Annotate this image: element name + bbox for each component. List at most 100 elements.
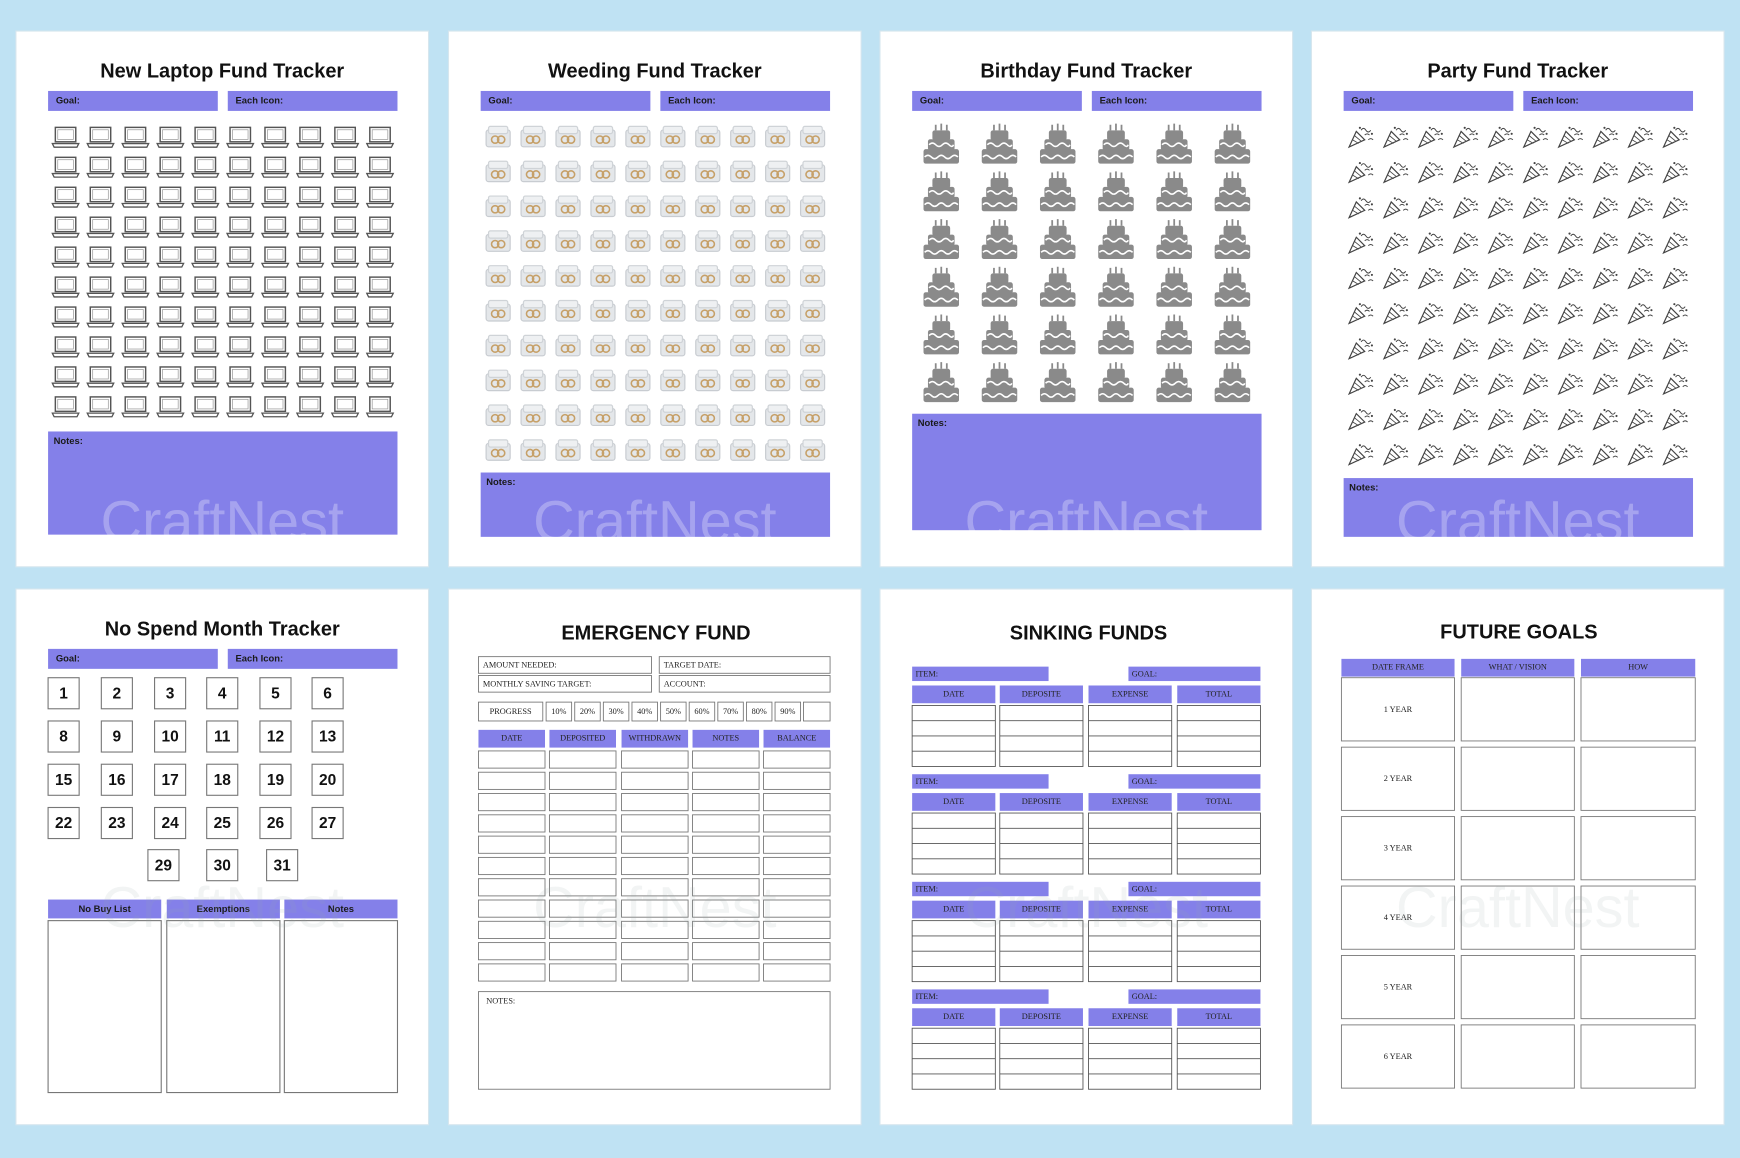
day-number: 27 [319,815,336,832]
notes-box [912,413,1262,531]
tracker-icon [764,230,791,253]
progress-box [478,701,544,722]
entry-cell [763,856,831,876]
day-number: 24 [161,815,179,832]
column-header [692,729,760,748]
entry-cell [478,899,546,918]
tracker-icon [659,369,686,392]
column-label: DATE [943,1012,964,1021]
page-title: New Laptop Fund Tracker [100,60,344,82]
entry-cell [763,771,831,790]
each-icon-bar [660,90,831,111]
tracker-icon [590,264,616,288]
watermark: CraftNest [533,876,777,940]
entry-cell [548,942,617,961]
column-header [999,1008,1083,1027]
column-label: DATE [943,904,964,913]
goal-cell [1580,816,1696,881]
entry-cell [763,793,831,812]
column-label: DEPOSITE [1022,689,1061,698]
each-icon-label: Each Icon: [1531,94,1579,105]
day-number: 17 [161,772,178,789]
day-box [154,677,187,710]
day-number: 3 [166,685,175,702]
tracker-icon [659,438,686,462]
goal-label: Goal: [920,94,944,105]
column-header [1088,1008,1172,1027]
column-header [1088,900,1172,919]
tracker-icon [555,334,581,357]
watermark: CraftNest [533,490,777,554]
column-label: DATE FRAME [1372,663,1424,672]
day-number: 12 [267,729,285,746]
percent-box [602,701,630,722]
field-label: TARGET DATE: [664,660,721,669]
day-box [206,849,239,882]
entry-cell [621,920,689,939]
day-number: 31 [273,857,291,874]
percent-box [717,701,744,722]
entry-cell [692,899,760,918]
entry-cell [621,856,689,876]
column-header [1177,1008,1261,1027]
day-number: 10 [161,729,178,746]
percent-box [745,701,773,722]
tracker-icon [764,299,791,322]
tracker-icon [590,369,616,392]
goal-cell [1460,746,1575,811]
tracker-icon [590,404,616,427]
notes-label: Notes: [486,476,515,487]
list-box [283,920,399,1094]
goal-cell [1340,955,1455,1020]
entry-cell [478,771,546,790]
goal-cell [1340,816,1455,881]
day-box [311,806,344,840]
day-number: 25 [214,815,232,832]
list-header [48,899,162,919]
percent-box [660,701,687,722]
tracker-icon [485,438,512,462]
column-header [1177,900,1261,919]
list-label: Exemptions [197,903,250,914]
page-title: Birthday Fund Tracker [980,60,1192,82]
list-label: No Buy List [79,903,132,914]
day-box [259,677,292,710]
tracker-icon [764,334,791,357]
tracker-icon [625,369,651,392]
column-label: DEPOSITED [560,734,605,743]
tracker-icon [555,369,581,392]
column-label: DATE [501,734,522,743]
column-label: WITHDRAWN [629,734,681,743]
field-label: MONTHLY SAVING TARGET: [483,679,592,688]
tracker-icon [694,264,721,288]
column-label: DEPOSITE [1022,1012,1061,1021]
tracker-icon [590,195,616,218]
tracker-icon [799,160,826,183]
day-box [47,763,80,796]
notes-box [478,991,831,1090]
percent-label: 70% [723,707,738,716]
tracker-icon [485,125,512,148]
day-box [100,763,133,796]
day-number: 6 [323,685,332,702]
entry-cell [548,793,617,812]
column-header [1088,685,1172,704]
column-header [1177,793,1261,811]
column-label: WHAT / VISION [1489,663,1547,672]
tracker-icon [555,404,581,427]
page-title: EMERGENCY FUND [561,623,750,645]
day-box [47,677,80,710]
percent-label: 60% [694,707,709,716]
tracker-icon [555,438,581,462]
tracker-icon [799,299,826,322]
each-icon-bar [1091,90,1262,111]
tracker-icon [694,299,721,322]
tracker-icon [694,125,721,148]
entry-cell [621,771,689,790]
entry-cell [548,963,617,982]
column-label: NOTES [712,734,739,743]
entry-cell [478,793,546,812]
column-header [999,685,1083,704]
entry-cell [621,793,689,812]
